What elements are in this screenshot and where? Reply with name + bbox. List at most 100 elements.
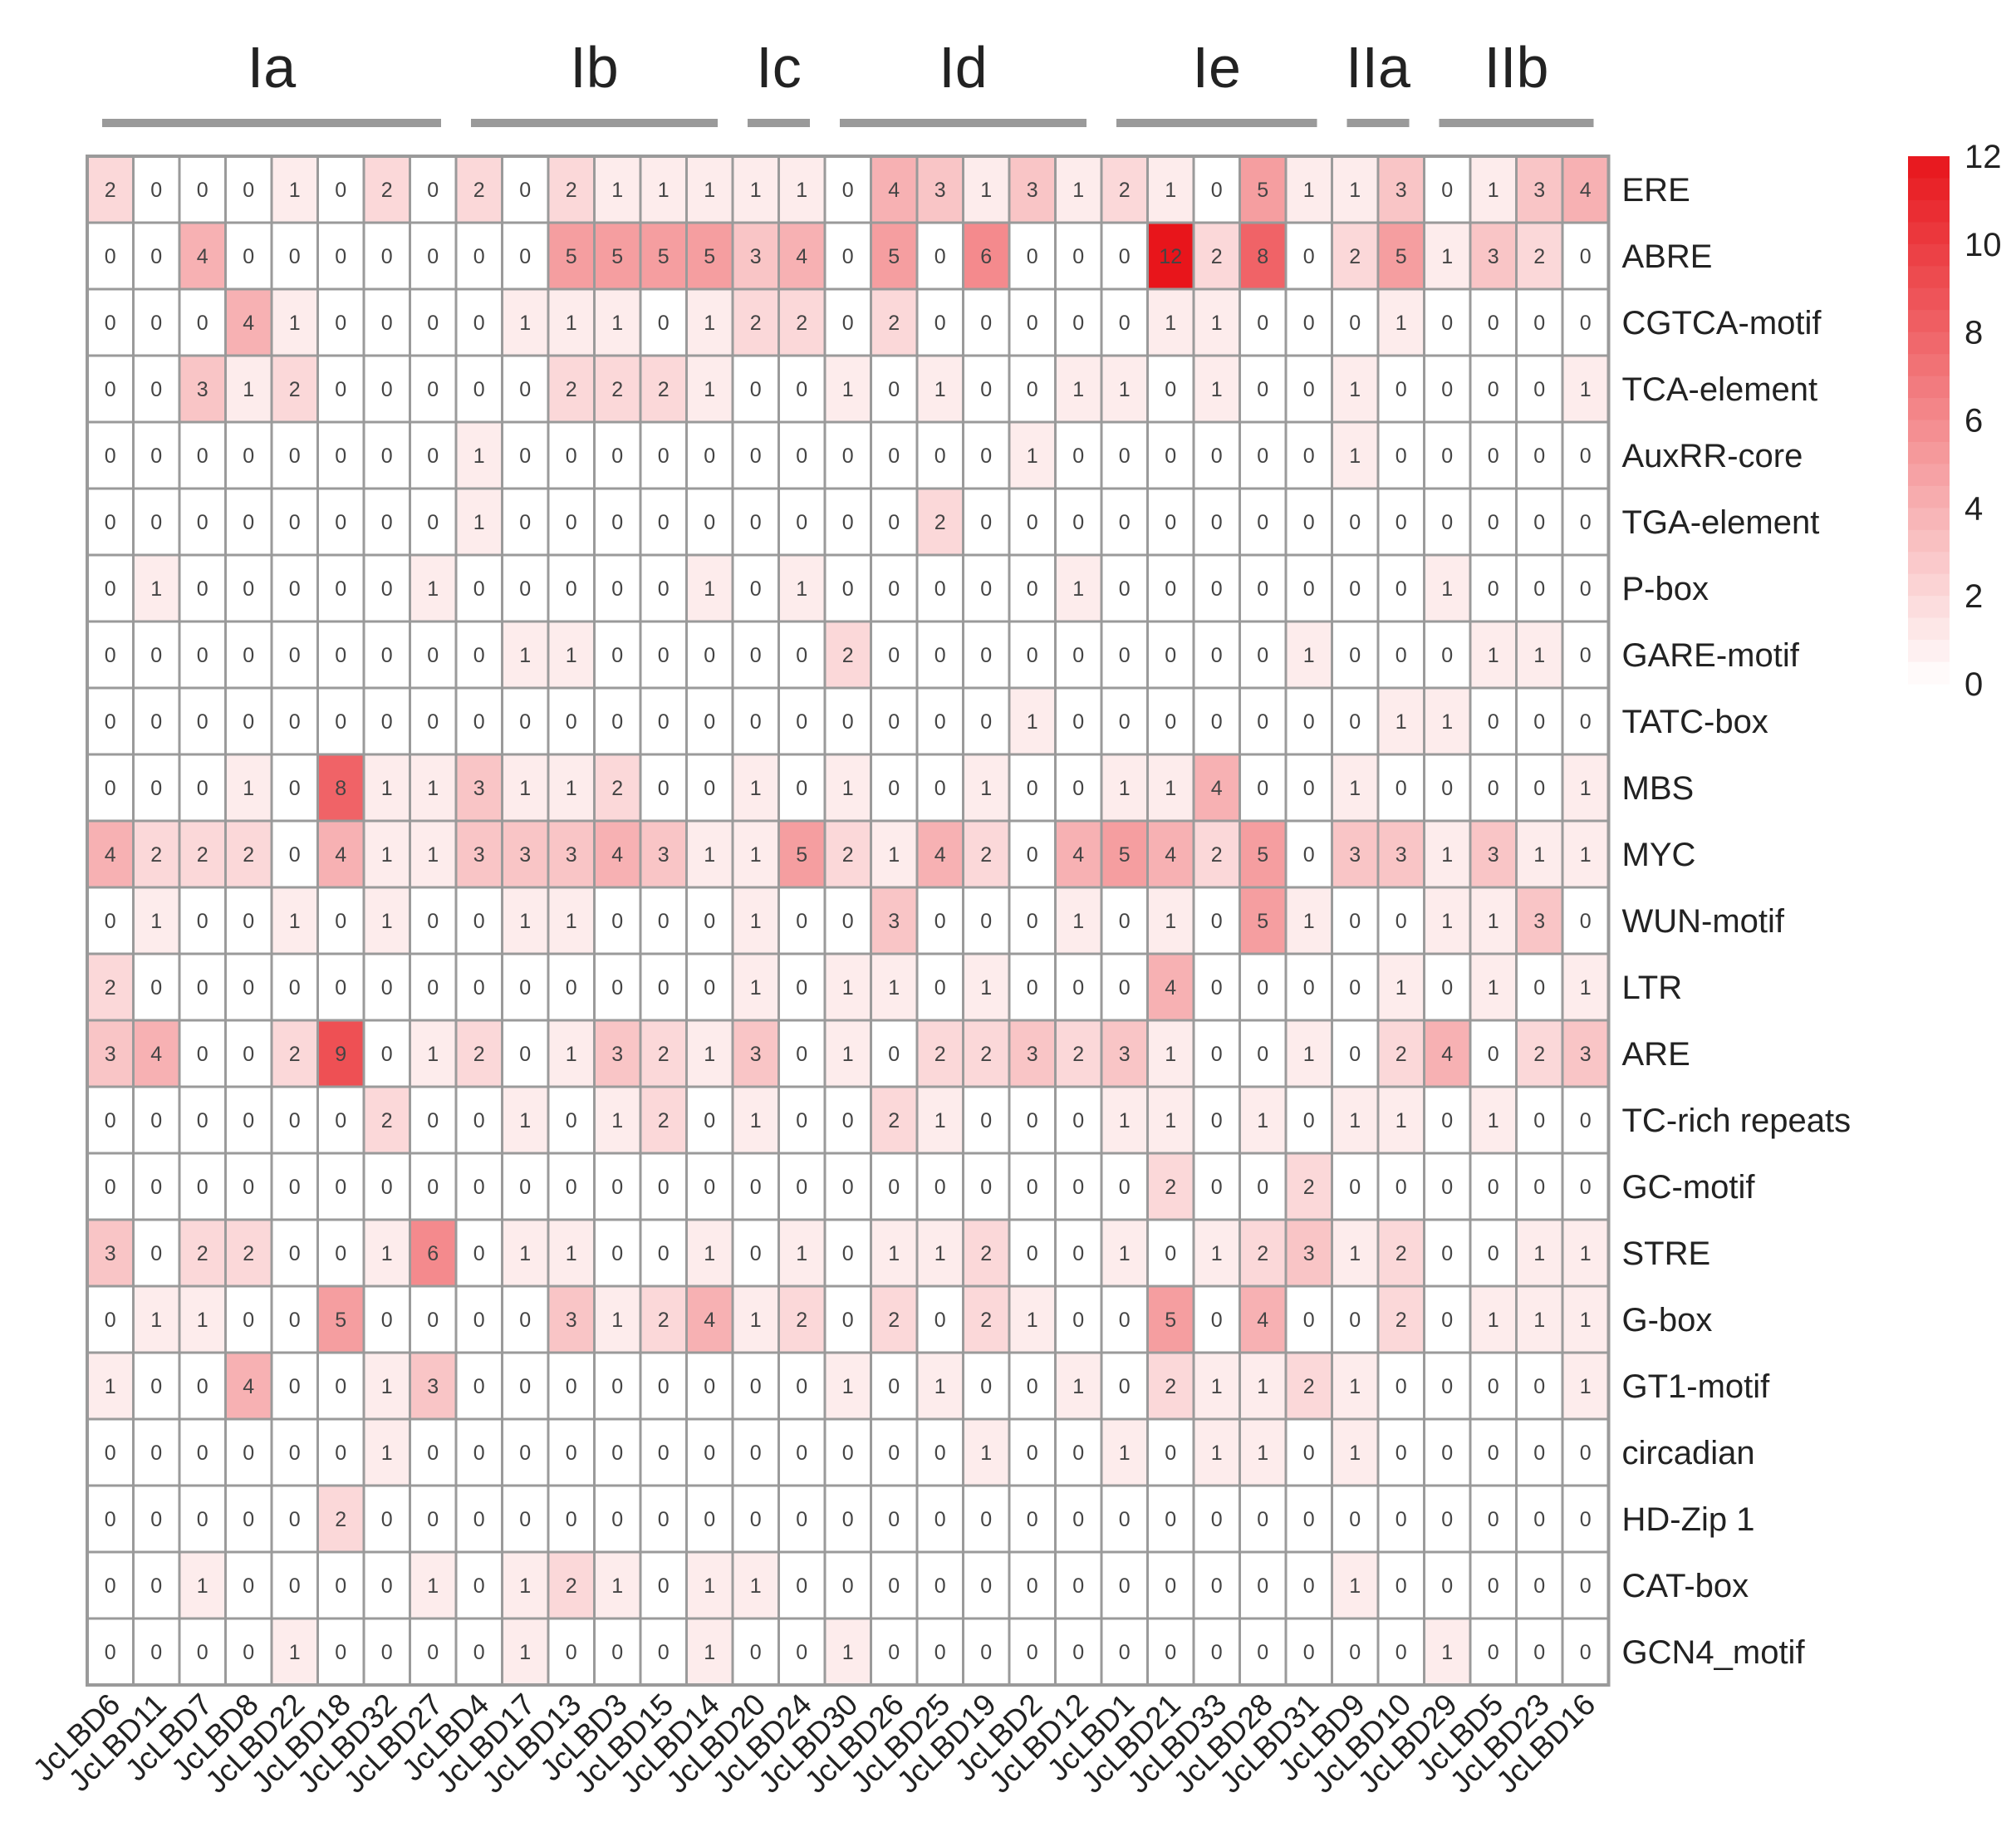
cell-value-label: 0 <box>1257 378 1268 401</box>
cell-value-label: 0 <box>1580 710 1592 734</box>
cell-value-label: 1 <box>1349 777 1361 800</box>
cell-value-label: 1 <box>1441 245 1453 268</box>
cell-value-label: 1 <box>519 644 531 667</box>
cell-value-label: 1 <box>704 1641 715 1664</box>
heatmap-cell <box>1008 553 1057 623</box>
cell-value-label: 0 <box>1257 511 1268 534</box>
cell-value-label: 3 <box>1580 1043 1592 1066</box>
cell-value-label: 0 <box>1533 577 1545 601</box>
heatmap-cell <box>915 1351 964 1421</box>
heatmap-cell <box>593 1218 642 1288</box>
cell-value-label: 0 <box>1488 1442 1499 1465</box>
heatmap-cell <box>178 155 227 224</box>
heatmap-cell <box>454 1484 503 1554</box>
cell-value-label: 2 <box>1396 1309 1407 1332</box>
cell-value-label: 2 <box>611 378 623 401</box>
cell-value-label: 0 <box>1533 1442 1545 1465</box>
cell-value-label: 0 <box>658 1242 670 1265</box>
heatmap-cell <box>1100 753 1149 823</box>
cell-value-label: 0 <box>611 1176 623 1199</box>
heatmap-cell <box>1561 1218 1610 1288</box>
cell-value-label: 0 <box>519 1043 531 1066</box>
cell-value-label: 0 <box>1303 1641 1315 1664</box>
cell-value-label: 1 <box>1165 1109 1176 1132</box>
heatmap-cell <box>1331 420 1380 490</box>
cell-value-label: 0 <box>381 312 393 335</box>
heatmap-cell <box>1561 952 1610 1022</box>
heatmap-cell <box>915 1550 964 1620</box>
heatmap-cell <box>362 1218 411 1288</box>
cell-value-label: 0 <box>289 1442 301 1465</box>
heatmap-cell <box>270 287 319 357</box>
heatmap-cell <box>1515 420 1564 490</box>
cell-value-label: 0 <box>150 312 162 335</box>
cell-value-label: 0 <box>1072 1242 1084 1265</box>
cell-value-label: 0 <box>1303 710 1315 734</box>
cell-value-label: 0 <box>197 179 208 202</box>
cell-value-label: 0 <box>658 1442 670 1465</box>
heatmap-cell <box>731 1484 780 1554</box>
cell-value-label: 0 <box>105 710 116 734</box>
cell-value-label: 1 <box>1533 644 1545 667</box>
cell-value-label: 2 <box>1533 245 1545 268</box>
cell-value-label: 0 <box>427 910 439 933</box>
heatmap-cell <box>316 1218 365 1288</box>
heatmap-cell <box>409 1550 458 1620</box>
cell-value-label: 0 <box>1488 577 1499 601</box>
heatmap-cell <box>685 1019 734 1088</box>
heatmap-cell <box>915 620 964 690</box>
color-legend: 0 2 4 6 8 10 12 <box>1908 139 2002 703</box>
cell-value-label: 3 <box>1396 843 1407 867</box>
cell-value-label: 0 <box>519 245 531 268</box>
cell-value-label: 3 <box>519 843 531 867</box>
cell-value-label: 0 <box>934 710 946 734</box>
heatmap-cell <box>362 1152 411 1221</box>
cell-value-label: 0 <box>105 1176 116 1199</box>
cell-value-label: 0 <box>1211 710 1223 734</box>
cell-value-label: 0 <box>1027 843 1038 867</box>
cell-value-label: 1 <box>1211 1442 1223 1465</box>
heatmap-cell <box>870 1617 919 1687</box>
legend-tick-label: 4 <box>1964 490 1983 527</box>
cell-value-label: 0 <box>289 1375 301 1398</box>
legend-swatch <box>1908 287 1950 311</box>
heatmap-cell <box>1331 1019 1380 1088</box>
heatmap-cell <box>409 1351 458 1421</box>
cell-value-label: 0 <box>473 1176 485 1199</box>
cell-value-label: 0 <box>1211 1508 1223 1531</box>
heatmap-cell <box>1054 1417 1103 1487</box>
cell-value-label: 0 <box>611 1508 623 1531</box>
cell-value-label: 0 <box>611 910 623 933</box>
heatmap-cell <box>270 1550 319 1620</box>
cell-value-label: 0 <box>1488 378 1499 401</box>
cell-value-label: 0 <box>1488 1043 1499 1066</box>
heatmap-cell <box>1561 886 1610 955</box>
cell-value-label: 1 <box>1396 312 1407 335</box>
cell-value-label: 0 <box>980 1508 992 1531</box>
cell-value-label: 0 <box>796 445 807 468</box>
cell-value-label: 1 <box>1349 1375 1361 1398</box>
cell-value-label: 0 <box>980 445 992 468</box>
heatmap-cell <box>685 155 734 224</box>
heatmap-cell <box>1284 1484 1333 1554</box>
cell-value-label: 0 <box>197 1508 208 1531</box>
cell-value-label: 0 <box>1119 445 1131 468</box>
heatmap-cell <box>1376 420 1425 490</box>
cell-value-label: 0 <box>1257 1641 1268 1664</box>
cell-value-label: 0 <box>289 1176 301 1199</box>
heatmap-cell <box>685 886 734 955</box>
cell-value-label: 0 <box>381 1043 393 1066</box>
heatmap-cell <box>1146 287 1195 357</box>
cell-value-label: 0 <box>934 312 946 335</box>
cell-value-label: 0 <box>1257 1574 1268 1598</box>
heatmap-cell <box>1331 287 1380 357</box>
cell-value-label: 0 <box>473 1109 485 1132</box>
cell-value-label: 1 <box>1303 179 1315 202</box>
cell-value-label: 0 <box>1257 710 1268 734</box>
heatmap-cell <box>1192 1284 1241 1354</box>
heatmap-cell <box>1331 819 1380 889</box>
cell-value-label: 0 <box>1072 1508 1084 1531</box>
cell-value-label: 1 <box>1211 378 1223 401</box>
cell-value-label: 0 <box>150 1242 162 1265</box>
